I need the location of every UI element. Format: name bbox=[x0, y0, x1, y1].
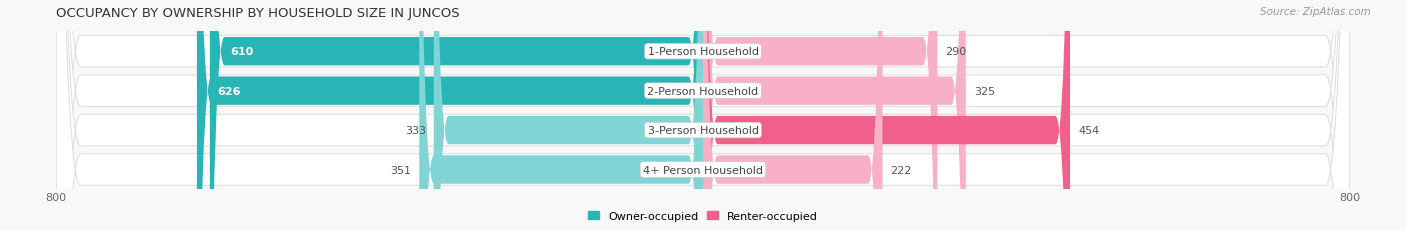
Text: 222: 222 bbox=[890, 165, 912, 175]
Text: 333: 333 bbox=[405, 125, 426, 136]
Text: 2-Person Household: 2-Person Household bbox=[647, 86, 759, 96]
FancyBboxPatch shape bbox=[703, 0, 938, 231]
Legend: Owner-occupied, Renter-occupied: Owner-occupied, Renter-occupied bbox=[583, 207, 823, 225]
FancyBboxPatch shape bbox=[56, 0, 1350, 231]
FancyBboxPatch shape bbox=[703, 0, 883, 231]
Text: 4+ Person Household: 4+ Person Household bbox=[643, 165, 763, 175]
Text: OCCUPANCY BY OWNERSHIP BY HOUSEHOLD SIZE IN JUNCOS: OCCUPANCY BY OWNERSHIP BY HOUSEHOLD SIZE… bbox=[56, 7, 460, 20]
FancyBboxPatch shape bbox=[419, 0, 703, 231]
FancyBboxPatch shape bbox=[703, 0, 966, 231]
Text: 1-Person Household: 1-Person Household bbox=[648, 47, 758, 57]
FancyBboxPatch shape bbox=[434, 0, 703, 231]
Text: 290: 290 bbox=[946, 47, 967, 57]
Text: 454: 454 bbox=[1078, 125, 1099, 136]
Text: Source: ZipAtlas.com: Source: ZipAtlas.com bbox=[1260, 7, 1371, 17]
FancyBboxPatch shape bbox=[197, 0, 703, 231]
FancyBboxPatch shape bbox=[56, 0, 1350, 231]
Text: 325: 325 bbox=[974, 86, 995, 96]
Text: 351: 351 bbox=[389, 165, 411, 175]
Text: 3-Person Household: 3-Person Household bbox=[648, 125, 758, 136]
FancyBboxPatch shape bbox=[56, 0, 1350, 231]
Text: 610: 610 bbox=[231, 47, 253, 57]
FancyBboxPatch shape bbox=[56, 0, 1350, 231]
Text: 626: 626 bbox=[217, 86, 240, 96]
FancyBboxPatch shape bbox=[209, 0, 703, 231]
FancyBboxPatch shape bbox=[703, 0, 1070, 231]
